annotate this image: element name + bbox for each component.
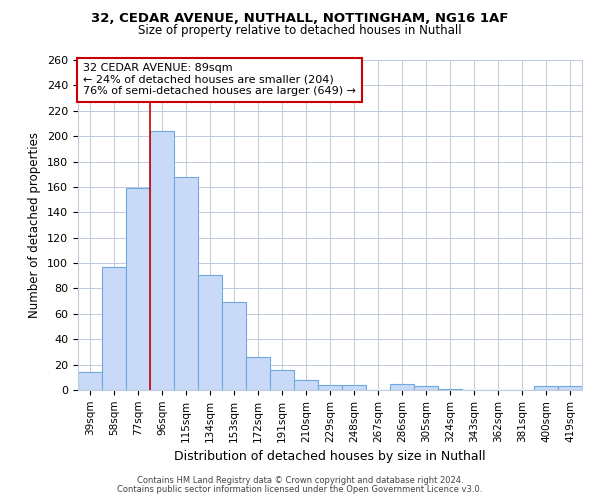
Bar bbox=[294, 380, 318, 390]
Bar bbox=[150, 131, 174, 390]
Y-axis label: Number of detached properties: Number of detached properties bbox=[28, 132, 41, 318]
Text: Size of property relative to detached houses in Nuthall: Size of property relative to detached ho… bbox=[138, 24, 462, 37]
Bar bbox=[342, 385, 366, 390]
Bar bbox=[534, 386, 558, 390]
Bar bbox=[438, 388, 462, 390]
Text: 32 CEDAR AVENUE: 89sqm
← 24% of detached houses are smaller (204)
76% of semi-de: 32 CEDAR AVENUE: 89sqm ← 24% of detached… bbox=[83, 64, 356, 96]
Bar bbox=[390, 384, 414, 390]
Bar bbox=[198, 274, 222, 390]
Bar bbox=[102, 267, 126, 390]
Text: Contains HM Land Registry data © Crown copyright and database right 2024.: Contains HM Land Registry data © Crown c… bbox=[137, 476, 463, 485]
Bar bbox=[78, 372, 102, 390]
Bar bbox=[270, 370, 294, 390]
Bar bbox=[222, 302, 246, 390]
Text: 32, CEDAR AVENUE, NUTHALL, NOTTINGHAM, NG16 1AF: 32, CEDAR AVENUE, NUTHALL, NOTTINGHAM, N… bbox=[91, 12, 509, 26]
Bar bbox=[246, 357, 270, 390]
Bar bbox=[174, 177, 198, 390]
Text: Contains public sector information licensed under the Open Government Licence v3: Contains public sector information licen… bbox=[118, 485, 482, 494]
Bar bbox=[126, 188, 150, 390]
Bar bbox=[318, 385, 342, 390]
Bar bbox=[414, 386, 438, 390]
X-axis label: Distribution of detached houses by size in Nuthall: Distribution of detached houses by size … bbox=[174, 450, 486, 463]
Bar bbox=[558, 386, 582, 390]
